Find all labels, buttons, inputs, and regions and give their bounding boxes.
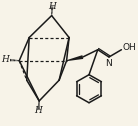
Text: OH: OH	[123, 43, 136, 52]
Text: H: H	[34, 106, 42, 115]
Text: H: H	[48, 2, 56, 11]
Text: N: N	[106, 59, 112, 68]
Polygon shape	[67, 55, 83, 61]
Text: H: H	[1, 55, 9, 64]
